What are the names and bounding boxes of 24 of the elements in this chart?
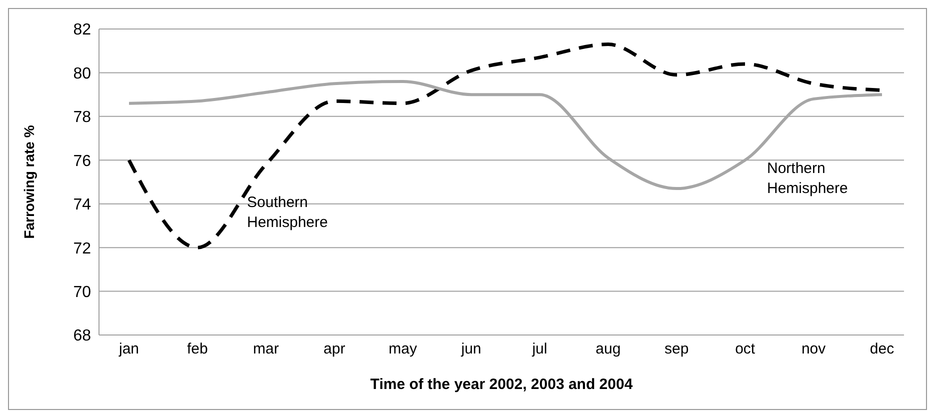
x-tick-label: dec xyxy=(870,340,895,358)
series-label: Southern Hemisphere xyxy=(247,193,329,233)
x-tick-label: aug xyxy=(596,340,621,358)
x-tick-label: feb xyxy=(187,340,208,358)
y-axis-title: Farrowing rate % xyxy=(20,124,37,239)
x-tick-label: nov xyxy=(801,340,826,358)
y-tick-label: 78 xyxy=(73,109,92,126)
x-tick-label: apr xyxy=(324,340,346,358)
y-tick-label: 74 xyxy=(73,196,92,214)
x-axis-title: Time of the year 2002, 2003 and 2004 xyxy=(370,376,634,393)
y-tick-label: 76 xyxy=(73,152,92,170)
x-tick-label: oct xyxy=(735,340,756,358)
y-tick-label: 82 xyxy=(73,22,92,39)
y-tick-label: 70 xyxy=(73,284,92,301)
y-tick-label: 72 xyxy=(73,240,92,258)
x-tick-label: may xyxy=(388,340,418,358)
x-tick-label: mar xyxy=(252,340,279,358)
x-tick-label: jun xyxy=(460,340,482,358)
x-tick-label: jul xyxy=(531,340,548,358)
series-label: Northern Hemisphere xyxy=(767,159,849,199)
x-tick-label: jan xyxy=(118,340,140,358)
y-tick-label: 68 xyxy=(73,328,92,345)
x-tick-label: sep xyxy=(664,340,689,358)
y-tick-label: 80 xyxy=(73,65,92,82)
